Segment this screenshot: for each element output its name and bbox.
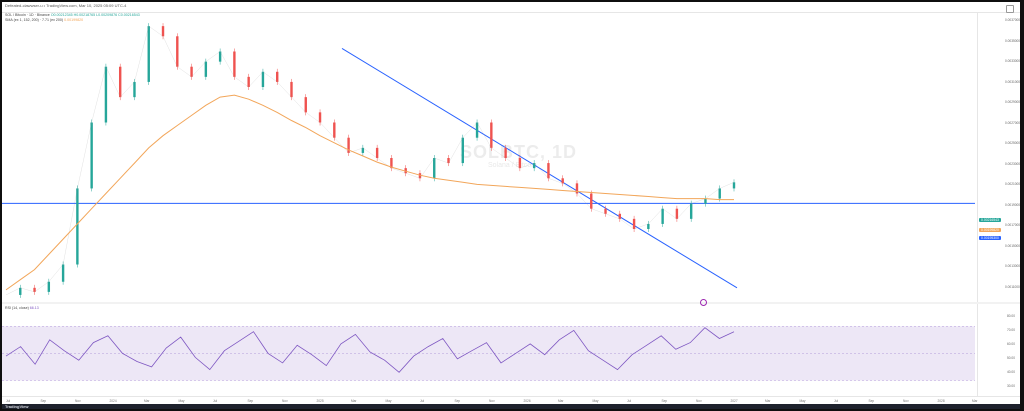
symbol-label: SOL / Bitcoin · 1D · Binance xyxy=(5,13,50,17)
alert-marker-icon[interactable] xyxy=(700,299,707,306)
tradingview-logo: TradingView xyxy=(5,404,29,409)
ohlc-values: O0.00212345 H0.00218765 L0.00209876 C0.0… xyxy=(50,13,140,17)
author-line: Defeated-clawwser-u • TradingView.com, M… xyxy=(5,3,127,8)
symbol-watermark: SOLBTC, 1D xyxy=(460,142,578,162)
top-bar: Defeated-clawwser-u • TradingView.com, M… xyxy=(2,2,1020,13)
time-axis-label: Jul xyxy=(834,399,839,403)
price-scale[interactable]: 0.00370000 0.00350000 0.00330000 0.00310000… xyxy=(977,12,1020,302)
time-axis-label: Sep xyxy=(661,399,668,403)
settings-icon[interactable] xyxy=(1006,5,1014,13)
rsi-label: RSI (14, close) xyxy=(5,306,29,310)
time-axis-label: Nov xyxy=(489,399,495,403)
time-axis-label: May xyxy=(799,399,806,403)
time-axis[interactable]: Jul Sep Nov 2024 Mar May Jul Sep Nov 2025 Mar May Ju… xyxy=(2,396,1020,407)
price-scale-label: 0.00370000 xyxy=(1005,18,1020,22)
rsi-scale-label: 70.00 xyxy=(1007,328,1015,332)
price-scale-label: 0.00330000 xyxy=(1005,59,1020,63)
ma-label: SMA (ex 1, 152, 200) · 7.71 (ex 200) xyxy=(5,18,64,22)
time-axis-label: Nov xyxy=(903,399,909,403)
price-series-line xyxy=(5,25,735,296)
time-axis-label: Jul xyxy=(213,399,218,403)
price-scale-label: 0.00310000 xyxy=(1005,79,1020,84)
time-axis-label: Sep xyxy=(247,399,254,403)
ma-price-tag: 0.00199820 xyxy=(979,228,1001,232)
rsi-line xyxy=(5,327,735,373)
price-scale-label: 0.00350000 xyxy=(1005,38,1020,43)
rsi-scale[interactable]: 80.00 70.00 60.00 50.00 40.00 30.00 xyxy=(977,304,1020,396)
price-scale-label: 0.00190000 xyxy=(1005,202,1020,207)
price-scale-label: 0.00110000 xyxy=(1005,284,1020,289)
horizontal-line-tag: 0.00195300 xyxy=(979,236,1001,240)
rsi-value: 66.13 xyxy=(29,306,39,310)
time-axis-label: 2024 xyxy=(109,399,117,403)
time-axis-label: May xyxy=(178,399,185,403)
time-axis-label: Mar xyxy=(765,399,771,403)
time-axis-label: Nov xyxy=(75,399,81,403)
time-axis-label: May xyxy=(592,399,599,403)
time-axis-label: Sep xyxy=(40,399,47,403)
time-axis-label: Mar xyxy=(144,399,150,403)
descending-trendline xyxy=(341,48,738,289)
time-axis-label: 2027 xyxy=(730,399,738,403)
price-scale-label: 0.00230000 xyxy=(1005,161,1020,166)
time-axis-label: Mar xyxy=(558,399,564,403)
bottom-bar xyxy=(2,404,1020,409)
time-axis-label: 2026 xyxy=(523,399,531,403)
time-axis-label: Jul xyxy=(420,399,425,403)
rsi-scale-label: 30.00 xyxy=(1007,384,1015,388)
time-axis-label: 2025 xyxy=(316,399,324,403)
moving-average-line xyxy=(5,94,734,291)
price-scale-label: 0.00210000 xyxy=(1005,182,1020,186)
price-scale-label: 0.00150000 xyxy=(1005,243,1020,248)
rsi-scale-label: 80.00 xyxy=(1007,314,1015,318)
time-axis-label: Sep xyxy=(868,399,875,403)
time-axis-label: Jul xyxy=(627,399,632,403)
price-scale-label: 0.00170000 xyxy=(1005,223,1020,227)
time-axis-label: May xyxy=(385,399,392,403)
ma-legend[interactable]: SMA (ex 1, 152, 200) · 7.71 (ex 200) 0.0… xyxy=(5,18,83,22)
time-axis-label: 2028 xyxy=(937,399,945,403)
price-scale-label: 0.00270000 xyxy=(1005,120,1020,125)
time-axis-label: Jul xyxy=(6,399,11,403)
price-scale-label: 0.00130000 xyxy=(1005,264,1020,268)
rsi-scale-label: 60.00 xyxy=(1007,342,1015,346)
rsi-legend[interactable]: RSI (14, close) 66.13 xyxy=(5,306,39,310)
time-axis-label: Mar xyxy=(351,399,357,403)
time-axis-label: Mar xyxy=(972,399,978,403)
rsi-band xyxy=(2,326,975,381)
price-scale-label: 0.00250000 xyxy=(1005,141,1020,145)
rsi-scale-label: 50.00 xyxy=(1007,356,1015,360)
price-scale-label: 0.00290000 xyxy=(1005,100,1020,104)
time-axis-label: Sep xyxy=(454,399,461,403)
last-price-tag: 0.00216543 xyxy=(979,218,1001,222)
time-axis-label: Nov xyxy=(282,399,288,403)
rsi-scale-label: 40.00 xyxy=(1007,370,1015,374)
time-axis-label: Nov xyxy=(696,399,702,403)
ma-value: 0.00199820 xyxy=(64,18,84,22)
symbol-watermark-sub: Solana / Bitcoin xyxy=(488,162,537,169)
symbol-legend[interactable]: SOL / Bitcoin · 1D · Binance O0.00212345… xyxy=(5,13,140,17)
